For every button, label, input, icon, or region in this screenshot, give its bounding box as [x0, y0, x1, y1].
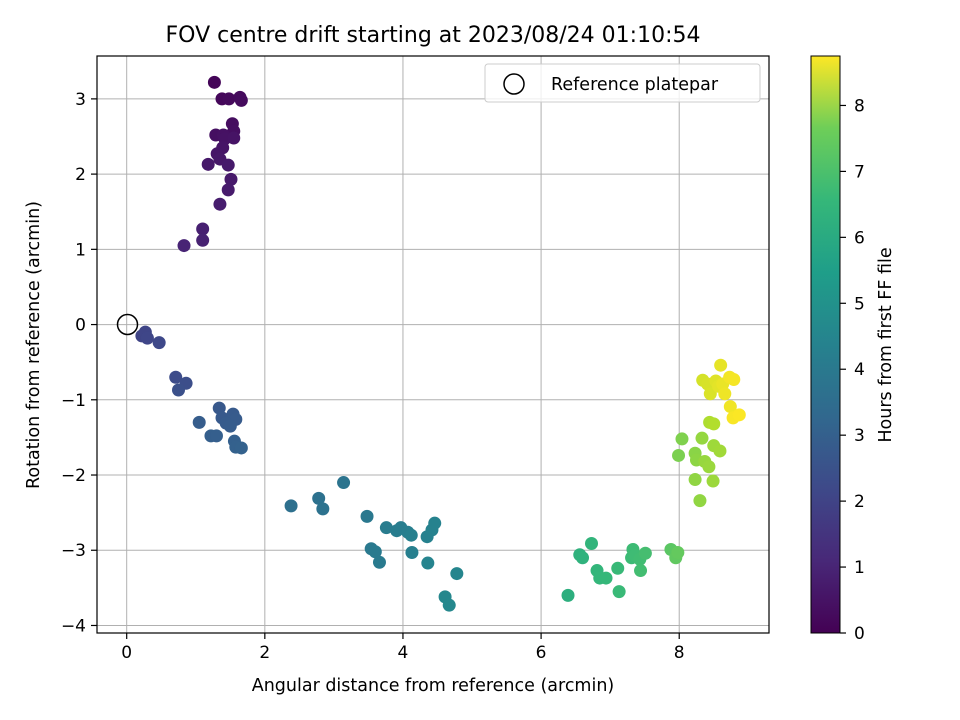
y-tick-label: −3 [61, 541, 86, 561]
chart-title: FOV centre drift starting at 2023/08/24 … [166, 23, 701, 48]
data-point [675, 432, 689, 446]
data-point [693, 494, 707, 508]
data-point [221, 183, 235, 197]
data-point [234, 441, 248, 455]
data-point [404, 528, 418, 542]
x-tick-label: 6 [536, 643, 547, 663]
data-point [576, 551, 590, 565]
colorbar-tick-label: 2 [854, 492, 865, 512]
y-tick-label: 2 [75, 165, 86, 185]
data-point [428, 516, 442, 530]
colorbar-gradient [810, 55, 841, 634]
plot-frame [96, 55, 770, 634]
data-point [209, 429, 223, 443]
colorbar: 0 1 2 3 4 5 6 7 8 Hours from first FF file [810, 55, 896, 644]
y-tick-label: −2 [61, 466, 86, 486]
data-point [177, 239, 191, 253]
data-point [213, 197, 227, 211]
data-point [201, 157, 215, 171]
data-point [703, 387, 717, 401]
data-point [599, 571, 613, 585]
data-point [688, 473, 702, 487]
data-point [727, 372, 741, 386]
data-point [707, 417, 721, 431]
data-point [379, 521, 393, 535]
data-point [718, 387, 732, 401]
data-point [638, 546, 652, 560]
data-point [234, 93, 248, 107]
data-point [732, 408, 746, 422]
data-point [706, 474, 720, 488]
data-point [695, 431, 709, 445]
colorbar-tick-label: 4 [854, 360, 865, 380]
data-point [368, 545, 382, 559]
data-point [561, 588, 575, 602]
data-point [140, 331, 154, 345]
data-points [135, 75, 746, 612]
y-tick-label: 3 [75, 90, 86, 110]
data-point [169, 370, 183, 384]
x-tick-label: 2 [259, 643, 270, 663]
colorbar-tick-label: 6 [854, 228, 865, 248]
data-point [671, 546, 685, 560]
x-axis-label: Angular distance from reference (arcmin) [252, 676, 615, 696]
y-tick-label: −1 [61, 391, 86, 411]
x-tick-label: 0 [121, 643, 132, 663]
y-tick-label: 0 [75, 316, 86, 336]
data-point [284, 499, 298, 513]
colorbar-ticks: 0 1 2 3 4 5 6 7 8 [840, 96, 865, 644]
colorbar-tick-label: 5 [854, 294, 865, 314]
data-point [223, 419, 237, 433]
data-point [372, 555, 386, 569]
data-point [585, 536, 599, 550]
data-point [221, 158, 235, 172]
data-point [702, 460, 716, 474]
data-point [405, 546, 419, 560]
data-point [312, 491, 326, 505]
data-point [207, 75, 221, 89]
colorbar-tick-label: 3 [854, 426, 865, 446]
legend: Reference platepar [484, 63, 761, 103]
data-point [337, 476, 351, 490]
data-point [316, 502, 330, 516]
data-point [222, 92, 236, 106]
x-tick-label: 4 [398, 643, 409, 663]
colorbar-tick-label: 1 [854, 558, 865, 578]
y-tick-label: −4 [61, 616, 86, 636]
legend-marker-circle [503, 73, 525, 95]
legend-box [484, 63, 761, 103]
axis-ticks: 0 2 4 6 8 −4 −3 −2 −1 0 1 2 3 [61, 90, 685, 663]
colorbar-label: Hours from first FF file [876, 247, 896, 442]
data-point [450, 567, 464, 581]
data-point [723, 400, 737, 414]
data-point [672, 448, 686, 462]
data-point [713, 444, 727, 458]
data-point [224, 172, 238, 186]
x-tick-label: 8 [674, 643, 685, 663]
data-point [634, 564, 648, 578]
data-point [152, 336, 166, 350]
data-point [442, 598, 456, 612]
data-point [192, 415, 206, 429]
y-axis-label: Rotation from reference (arcmin) [24, 201, 44, 489]
legend-entry-label: Reference platepar [551, 75, 719, 95]
colorbar-tick-label: 8 [854, 96, 865, 116]
data-point [212, 401, 226, 415]
data-point [196, 222, 210, 236]
data-point [360, 509, 374, 523]
colorbar-tick-label: 0 [854, 624, 865, 644]
y-tick-label: 1 [75, 240, 86, 260]
reference-point-marker [116, 313, 139, 336]
data-point [611, 561, 625, 575]
data-point [612, 585, 626, 599]
colorbar-tick-label: 7 [854, 162, 865, 182]
data-point [421, 556, 435, 570]
grid [97, 56, 769, 633]
data-point [714, 358, 728, 372]
data-point [227, 131, 241, 145]
data-point [196, 233, 210, 247]
data-point [171, 383, 185, 397]
